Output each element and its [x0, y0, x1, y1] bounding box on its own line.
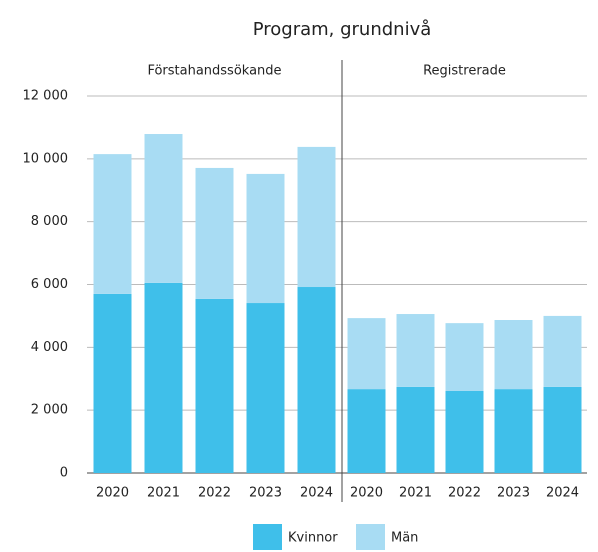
- legend-label: Män: [391, 531, 418, 546]
- y-tick-label: 8 000: [31, 214, 68, 229]
- bar: [195, 167, 234, 299]
- x-tick-label: 2024: [546, 486, 579, 501]
- bar: [144, 134, 183, 283]
- bar: [246, 303, 285, 473]
- x-tick-label: 2021: [399, 486, 432, 501]
- bar: [396, 314, 435, 387]
- bar: [494, 320, 533, 390]
- x-tick-label: 2021: [147, 486, 180, 501]
- legend-label: Kvinnor: [288, 531, 338, 546]
- legend-swatch: [356, 524, 385, 550]
- panel-title: Registrerade: [423, 64, 506, 79]
- y-tick-label: 0: [60, 466, 68, 481]
- bar: [396, 386, 435, 473]
- bar: [347, 389, 386, 473]
- y-tick-label: 4 000: [31, 340, 68, 355]
- bar: [297, 146, 336, 288]
- bar: [543, 386, 582, 473]
- chart-title: Program, grundnivå: [253, 19, 432, 40]
- bar: [543, 315, 582, 387]
- bar: [494, 389, 533, 473]
- x-tick-label: 2022: [448, 486, 481, 501]
- y-tick-label: 10 000: [23, 151, 69, 166]
- x-tick-label: 2024: [300, 486, 333, 501]
- bar: [246, 173, 285, 304]
- x-tick-label: 2023: [249, 486, 282, 501]
- x-tick-label: 2020: [96, 486, 129, 501]
- x-tick-label: 2020: [350, 486, 383, 501]
- bar: [445, 391, 484, 473]
- legend-swatch: [253, 524, 282, 550]
- x-tick-label: 2023: [497, 486, 530, 501]
- y-tick-label: 6 000: [31, 277, 68, 292]
- bar: [93, 293, 132, 473]
- panel-title: Förstahandssökande: [147, 64, 281, 79]
- bar: [445, 323, 484, 392]
- bar: [347, 318, 386, 390]
- bar: [195, 298, 234, 473]
- y-tick-label: 12 000: [23, 89, 69, 104]
- bar: [93, 154, 132, 294]
- bar: [297, 287, 336, 473]
- y-tick-label: 2 000: [31, 403, 68, 418]
- x-tick-label: 2022: [198, 486, 231, 501]
- bar: [144, 282, 183, 473]
